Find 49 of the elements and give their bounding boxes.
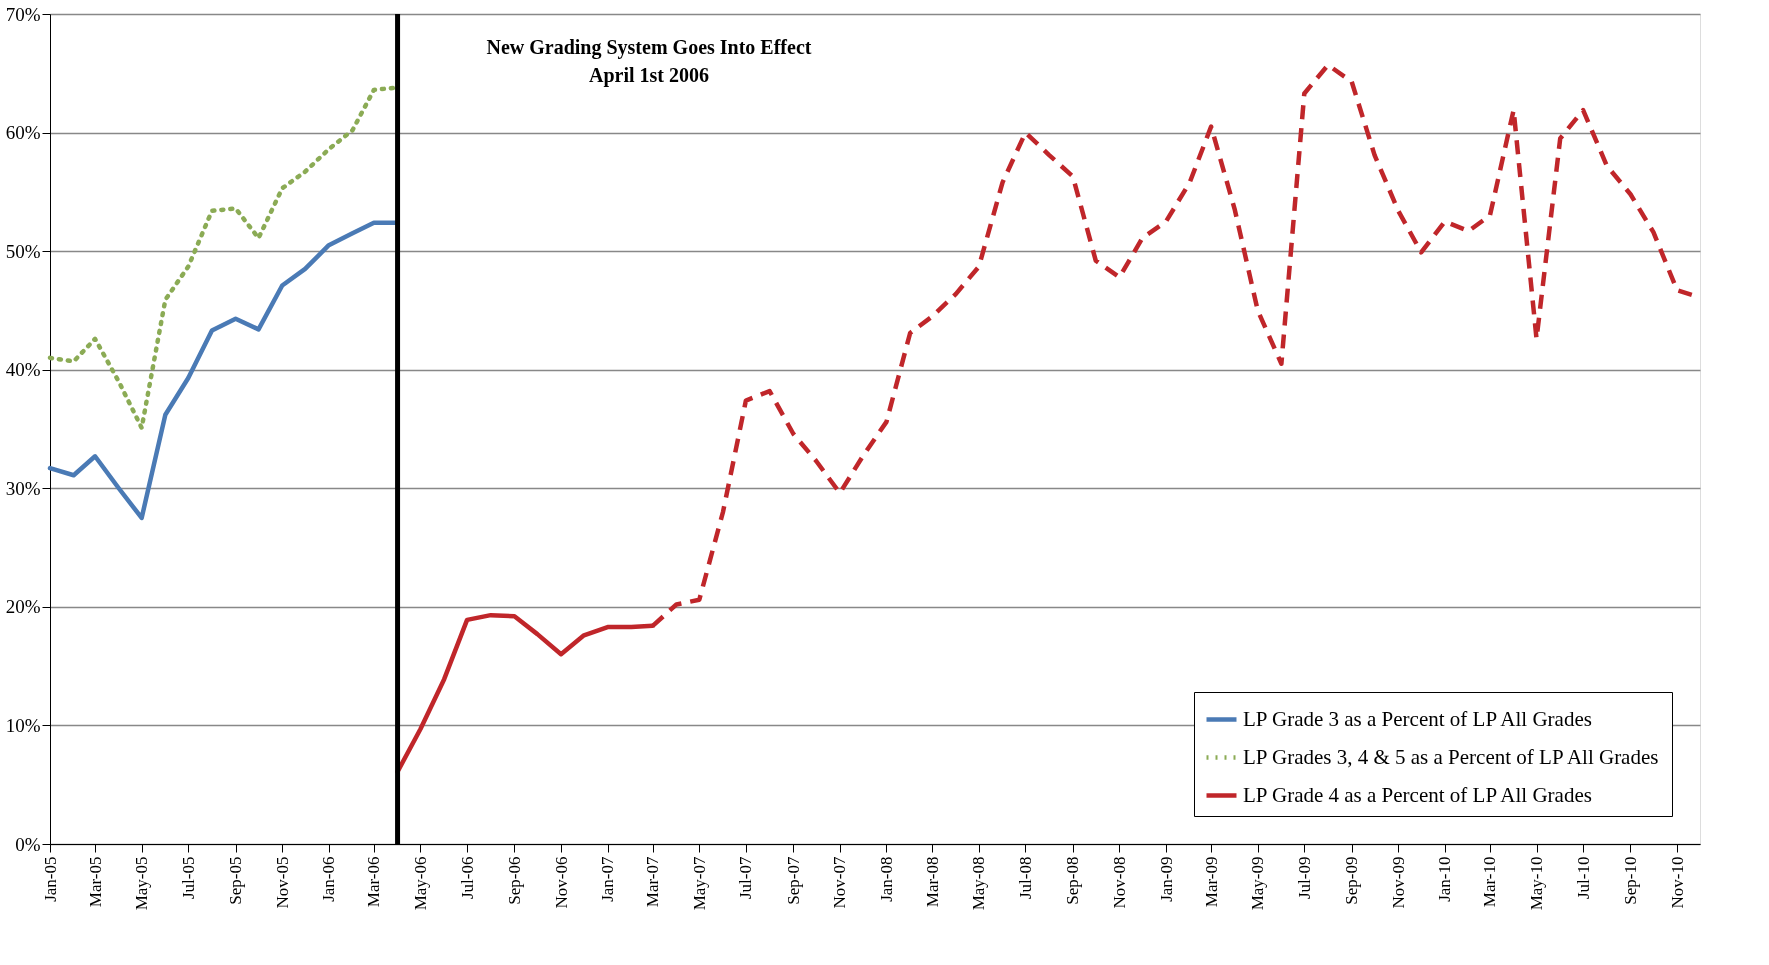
x-tick-label: Nov-09 (1388, 856, 1408, 909)
legend-label: LP Grade 4 as a Percent of LP All Grades (1243, 782, 1592, 807)
x-tick-label: May-10 (1527, 856, 1547, 911)
x-tick-label: Jan-09 (1156, 856, 1176, 902)
x-tick-label: Jul-10 (1573, 856, 1593, 899)
x-tick-label: Jul-09 (1294, 856, 1314, 899)
x-tick-label: Jan-06 (319, 856, 339, 902)
x-tick-label: Nov-07 (830, 856, 850, 909)
y-tick-label: 20% (5, 596, 41, 618)
x-tick-label: Sep-07 (783, 856, 803, 905)
annotation: April 1st 2006 (588, 64, 709, 87)
y-tick-label: 60% (5, 122, 41, 144)
y-tick-label: 30% (5, 477, 41, 499)
x-tick-label: Jul-08 (1015, 856, 1035, 899)
y-tick-label: 0% (15, 833, 41, 855)
x-tick-label: May-09 (1248, 856, 1268, 911)
x-tick-label: Mar-05 (85, 856, 105, 908)
x-tick-label: Jul-07 (736, 856, 756, 899)
x-tick-label: Jan-10 (1435, 856, 1455, 902)
x-tick-label: Nov-10 (1667, 856, 1687, 909)
y-tick-label: 70% (5, 3, 41, 25)
x-tick-label: May-07 (689, 856, 709, 911)
x-tick-label: Nov-06 (551, 856, 571, 909)
x-tick-label: Mar-07 (643, 856, 663, 908)
x-tick-label: Sep-05 (226, 856, 246, 905)
x-tick-label: May-08 (969, 856, 989, 911)
x-tick-label: Jan-07 (598, 856, 618, 902)
y-tick-label: 40% (5, 359, 41, 381)
y-tick-label: 50% (5, 240, 41, 262)
annotation: New Grading System Goes Into Effect (486, 36, 812, 59)
x-tick-label: Jan-05 (40, 856, 60, 902)
x-tick-label: Jul-05 (178, 856, 198, 899)
y-tick-label: 10% (5, 714, 41, 736)
x-tick-label: Sep-06 (504, 856, 524, 905)
x-tick-label: Sep-09 (1342, 856, 1362, 905)
legend-label: LP Grade 3 as a Percent of LP All Grades (1243, 706, 1592, 731)
x-tick-label: Sep-10 (1620, 856, 1640, 905)
x-tick-label: Nov-05 (272, 856, 292, 909)
x-tick-label: Mar-08 (922, 856, 942, 908)
x-tick-label: Nov-08 (1109, 856, 1129, 909)
x-tick-label: May-05 (132, 856, 152, 911)
x-tick-label: Mar-09 (1201, 856, 1221, 908)
x-tick-label: Jul-06 (457, 856, 477, 899)
x-tick-label: Mar-06 (364, 856, 384, 908)
x-tick-label: May-06 (410, 856, 430, 911)
x-tick-label: Sep-08 (1063, 856, 1083, 905)
x-tick-label: Jan-08 (876, 856, 896, 902)
legend-label: LP Grades 3, 4 & 5 as a Percent of LP All Grades (1243, 744, 1659, 769)
x-tick-label: Mar-10 (1480, 856, 1500, 908)
